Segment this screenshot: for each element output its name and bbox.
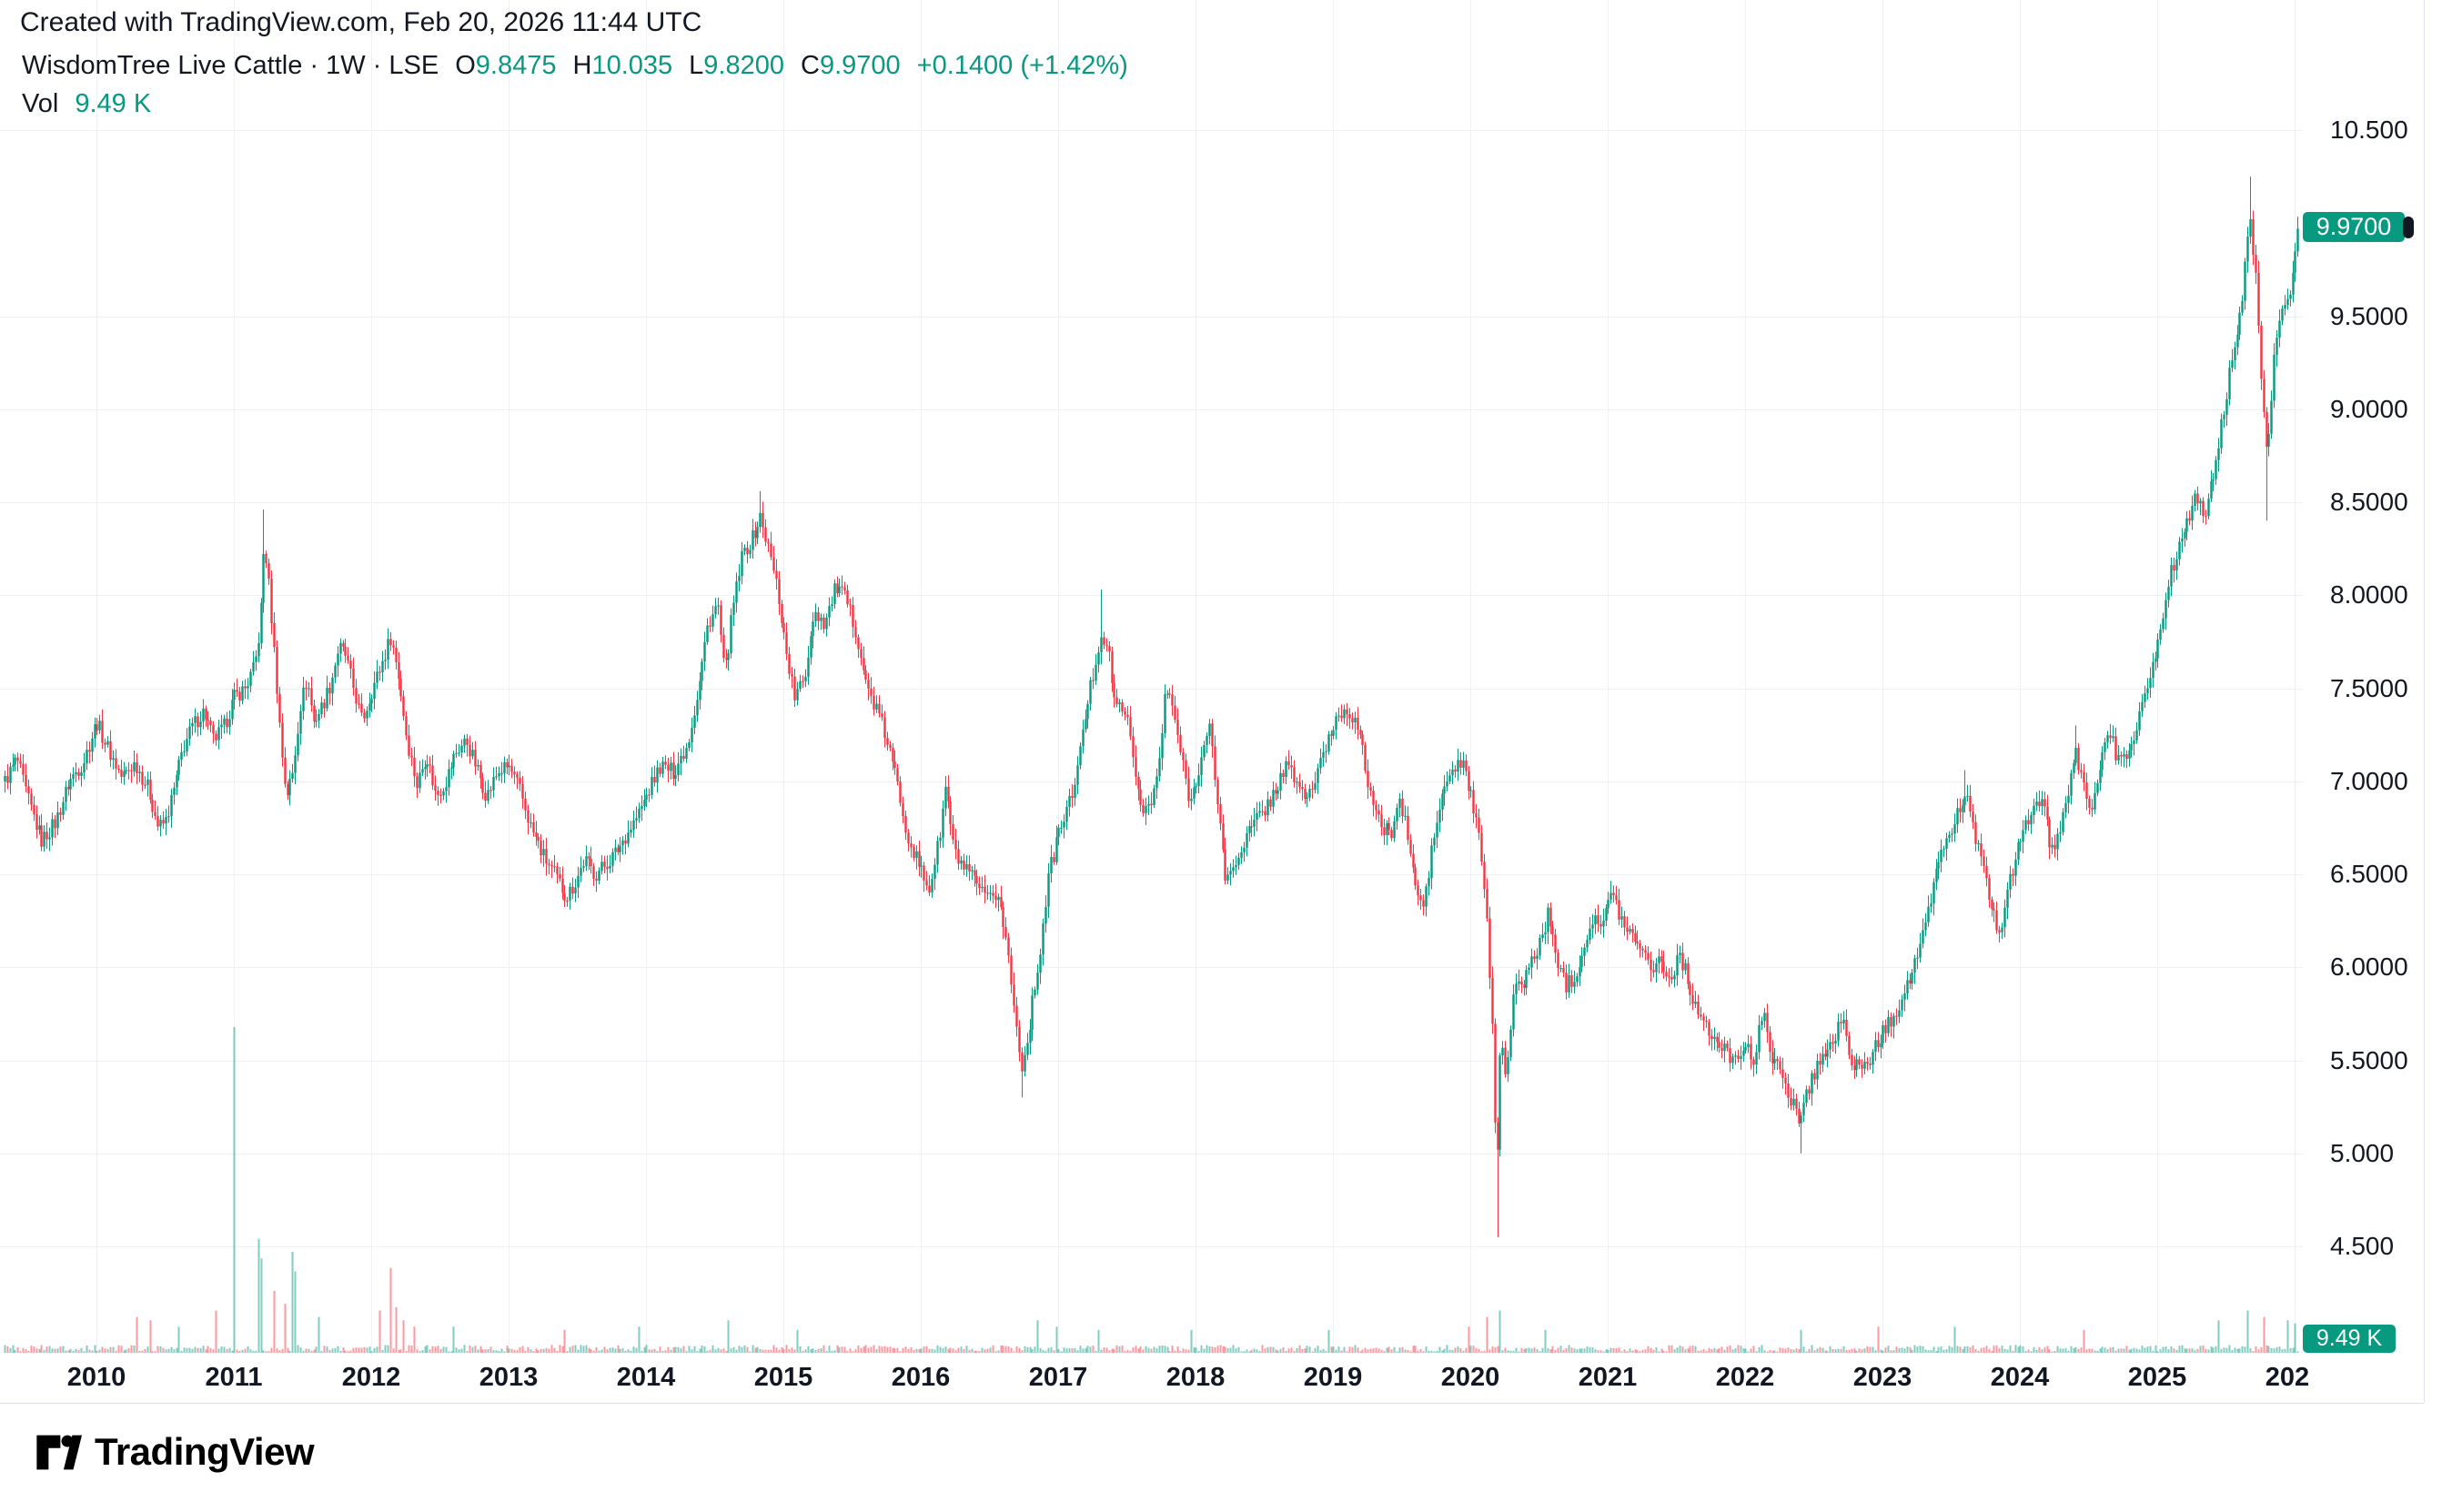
time-tick-label: 2020	[1440, 1363, 1500, 1392]
time-tick-label: 2019	[1303, 1363, 1363, 1392]
time-tick-label: 2011	[205, 1363, 263, 1392]
time-tick-label: 2016	[891, 1363, 951, 1392]
time-tick-label: 2021	[1578, 1363, 1638, 1392]
close-value: C9.9700	[800, 51, 901, 80]
candle-wicks-up	[5, 176, 2298, 1157]
chart-legend: WisdomTree Live Cattle · 1W · LSE O9.847…	[22, 47, 1128, 122]
time-tick-label: 2024	[1990, 1363, 2050, 1392]
tradingview-logo-text: TradingView	[95, 1430, 315, 1473]
created-with-watermark: Created with TradingView.com, Feb 20, 20…	[20, 7, 702, 37]
time-tick-label: 2023	[1852, 1363, 1912, 1392]
volume-bars-down	[6, 1267, 2268, 1353]
time-tick-label: 2010	[66, 1363, 126, 1392]
volume-bars-up	[4, 1027, 2299, 1353]
candle-wicks-down	[7, 210, 2267, 1237]
open-value: O9.8475	[455, 51, 557, 80]
grid-lines	[0, 0, 2303, 1356]
change-value: +0.1400 (+1.42%)	[916, 51, 1128, 80]
tradingview-logo-icon	[36, 1435, 82, 1469]
time-tick-label: 2014	[616, 1363, 676, 1392]
candle-bodies-up	[4, 219, 2299, 1150]
last-volume-badge: 9.49 K	[2303, 1325, 2396, 1353]
time-tick-label: 2025	[2127, 1363, 2187, 1392]
time-tick-label: 2013	[479, 1363, 539, 1392]
volume-value: 9.49 K	[75, 89, 152, 118]
last-price-badge: 9.9700	[2303, 212, 2405, 242]
symbol-title: WisdomTree Live Cattle · 1W · LSE	[22, 51, 439, 80]
time-tick-label: 2022	[1715, 1363, 1775, 1392]
volume-label: Vol	[22, 89, 59, 118]
time-tick-label: 2026	[2265, 1363, 2308, 1392]
time-scale[interactable]: 2010 2011 2012 2013 2014 2015 2016 2017 2018 2019…	[0, 1359, 2308, 1401]
tradingview-logo[interactable]: TradingView	[35, 1430, 315, 1474]
high-value: H10.035	[572, 51, 673, 80]
countdown-badge-stub	[2403, 217, 2414, 238]
legend-ohlc-row: WisdomTree Live Cattle · 1W · LSE O9.847…	[22, 47, 1128, 84]
time-tick-label: 2017	[1028, 1363, 1088, 1392]
candle-bodies-down	[6, 219, 2268, 1150]
time-tick-label: 2018	[1166, 1363, 1226, 1392]
time-tick-label: 2012	[341, 1363, 401, 1392]
low-value: L9.8200	[689, 51, 784, 80]
time-tick-label: 2015	[753, 1363, 813, 1392]
legend-volume-row: Vol 9.49 K	[22, 86, 1128, 122]
